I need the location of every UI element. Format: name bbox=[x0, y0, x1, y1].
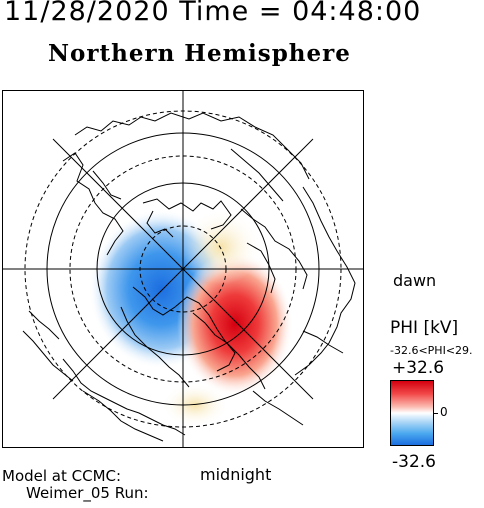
colorbar-zero-tick bbox=[433, 413, 438, 414]
colorbar bbox=[390, 380, 434, 446]
hemisphere-title: Northern Hemisphere bbox=[48, 40, 351, 67]
model-run-line: Weimer_05 Run: bbox=[26, 484, 149, 502]
colorbar-range-text: -32.6<PHI<29. bbox=[390, 344, 473, 357]
weak-positive-region bbox=[181, 209, 261, 285]
colorbar-min-label: -32.6 bbox=[392, 452, 436, 472]
colorbar-zero-label: 0 bbox=[440, 405, 448, 419]
colorbar-quantity-label: PHI [kV] bbox=[390, 318, 459, 338]
polar-map-frame bbox=[2, 90, 364, 448]
midnight-label: midnight bbox=[200, 465, 272, 484]
meridian-diagonal-2 bbox=[52, 138, 314, 400]
coastlines bbox=[22, 112, 356, 442]
colorbar-max-label: +32.6 bbox=[392, 358, 445, 378]
dawn-label: dawn bbox=[393, 271, 437, 290]
model-credit-line: Model at CCMC: bbox=[2, 467, 122, 485]
weak-positive-region-night bbox=[161, 383, 229, 427]
polar-potential-map bbox=[3, 91, 363, 447]
positive-potential-cell bbox=[177, 252, 293, 396]
date-time-title: 11/28/2020 Time = 04:48:00 bbox=[4, 0, 422, 27]
